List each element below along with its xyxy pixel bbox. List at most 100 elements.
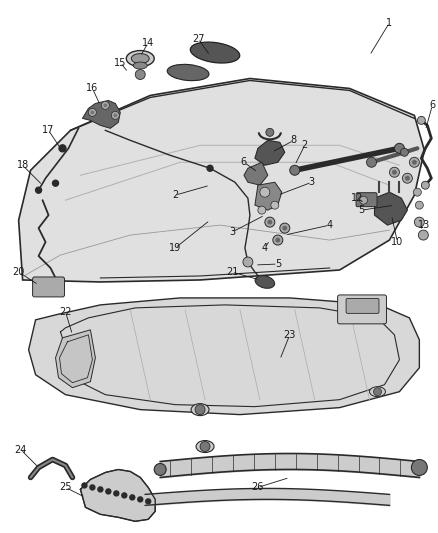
Circle shape (414, 217, 424, 227)
Polygon shape (374, 192, 407, 225)
Circle shape (392, 169, 397, 175)
Text: 4: 4 (327, 220, 333, 230)
Ellipse shape (133, 62, 147, 69)
Ellipse shape (370, 386, 385, 397)
FancyBboxPatch shape (32, 277, 64, 297)
Circle shape (417, 116, 425, 124)
Circle shape (266, 128, 274, 136)
Ellipse shape (190, 42, 240, 63)
Circle shape (53, 180, 59, 186)
Text: 3: 3 (309, 177, 315, 187)
Circle shape (122, 493, 127, 498)
Circle shape (403, 173, 413, 183)
Circle shape (405, 176, 410, 181)
Circle shape (106, 489, 111, 494)
Text: 2: 2 (172, 190, 178, 200)
Circle shape (90, 485, 95, 490)
Circle shape (290, 165, 300, 175)
Circle shape (258, 206, 266, 214)
Ellipse shape (196, 441, 214, 453)
Circle shape (138, 497, 143, 502)
FancyBboxPatch shape (338, 295, 386, 324)
Text: 12: 12 (351, 193, 364, 203)
Text: 10: 10 (391, 237, 403, 247)
Ellipse shape (126, 51, 154, 67)
Circle shape (415, 201, 424, 209)
Circle shape (111, 111, 119, 119)
Text: 23: 23 (283, 330, 296, 340)
Circle shape (260, 187, 270, 197)
Circle shape (421, 181, 429, 189)
Text: 8: 8 (291, 135, 297, 146)
Circle shape (207, 165, 213, 171)
Text: 15: 15 (114, 58, 127, 68)
Polygon shape (81, 470, 155, 521)
Circle shape (271, 201, 279, 209)
Circle shape (412, 160, 417, 165)
Circle shape (367, 157, 377, 167)
Circle shape (101, 101, 110, 109)
Circle shape (103, 103, 107, 108)
Circle shape (59, 145, 66, 152)
Text: 5: 5 (275, 259, 281, 269)
Text: 24: 24 (14, 445, 27, 455)
Polygon shape (244, 162, 268, 185)
Circle shape (374, 387, 381, 395)
Circle shape (400, 148, 408, 156)
Text: 3: 3 (229, 227, 235, 237)
Text: 4: 4 (262, 243, 268, 253)
Text: 5: 5 (358, 205, 365, 215)
Text: 18: 18 (17, 160, 29, 170)
Circle shape (88, 108, 96, 116)
Text: 6: 6 (429, 100, 435, 110)
Circle shape (267, 220, 272, 224)
Circle shape (135, 69, 145, 79)
Circle shape (154, 464, 166, 475)
Circle shape (82, 483, 87, 488)
Text: 16: 16 (86, 84, 99, 93)
Text: 14: 14 (142, 38, 154, 47)
Circle shape (265, 217, 275, 227)
Text: 13: 13 (418, 220, 431, 230)
Circle shape (243, 257, 253, 267)
Polygon shape (19, 78, 424, 282)
Text: 26: 26 (252, 482, 264, 492)
Circle shape (35, 187, 42, 193)
Polygon shape (255, 140, 285, 165)
Ellipse shape (191, 403, 209, 416)
Text: 1: 1 (386, 18, 392, 28)
Ellipse shape (255, 276, 275, 288)
Circle shape (276, 238, 280, 243)
Circle shape (146, 499, 151, 504)
Polygon shape (82, 100, 120, 128)
Polygon shape (255, 182, 282, 210)
Circle shape (98, 487, 103, 492)
Circle shape (360, 196, 367, 204)
Text: 20: 20 (12, 267, 25, 277)
Circle shape (273, 235, 283, 245)
Text: 2: 2 (302, 140, 308, 150)
Text: 19: 19 (169, 243, 181, 253)
Circle shape (130, 495, 135, 500)
FancyBboxPatch shape (356, 193, 377, 207)
Text: 17: 17 (42, 125, 55, 135)
Text: 6: 6 (241, 157, 247, 167)
Circle shape (90, 110, 95, 115)
Circle shape (413, 188, 421, 196)
Text: 25: 25 (59, 482, 72, 492)
Polygon shape (56, 330, 95, 387)
Circle shape (411, 459, 427, 475)
Polygon shape (28, 298, 419, 415)
Circle shape (283, 225, 287, 231)
Circle shape (410, 157, 419, 167)
Ellipse shape (131, 53, 149, 63)
Circle shape (418, 230, 428, 240)
Text: 21: 21 (226, 267, 238, 277)
Circle shape (395, 143, 404, 154)
Circle shape (195, 405, 205, 415)
Circle shape (113, 114, 117, 117)
Text: 22: 22 (59, 307, 72, 317)
Circle shape (389, 167, 399, 177)
Ellipse shape (167, 64, 209, 80)
Circle shape (280, 223, 290, 233)
